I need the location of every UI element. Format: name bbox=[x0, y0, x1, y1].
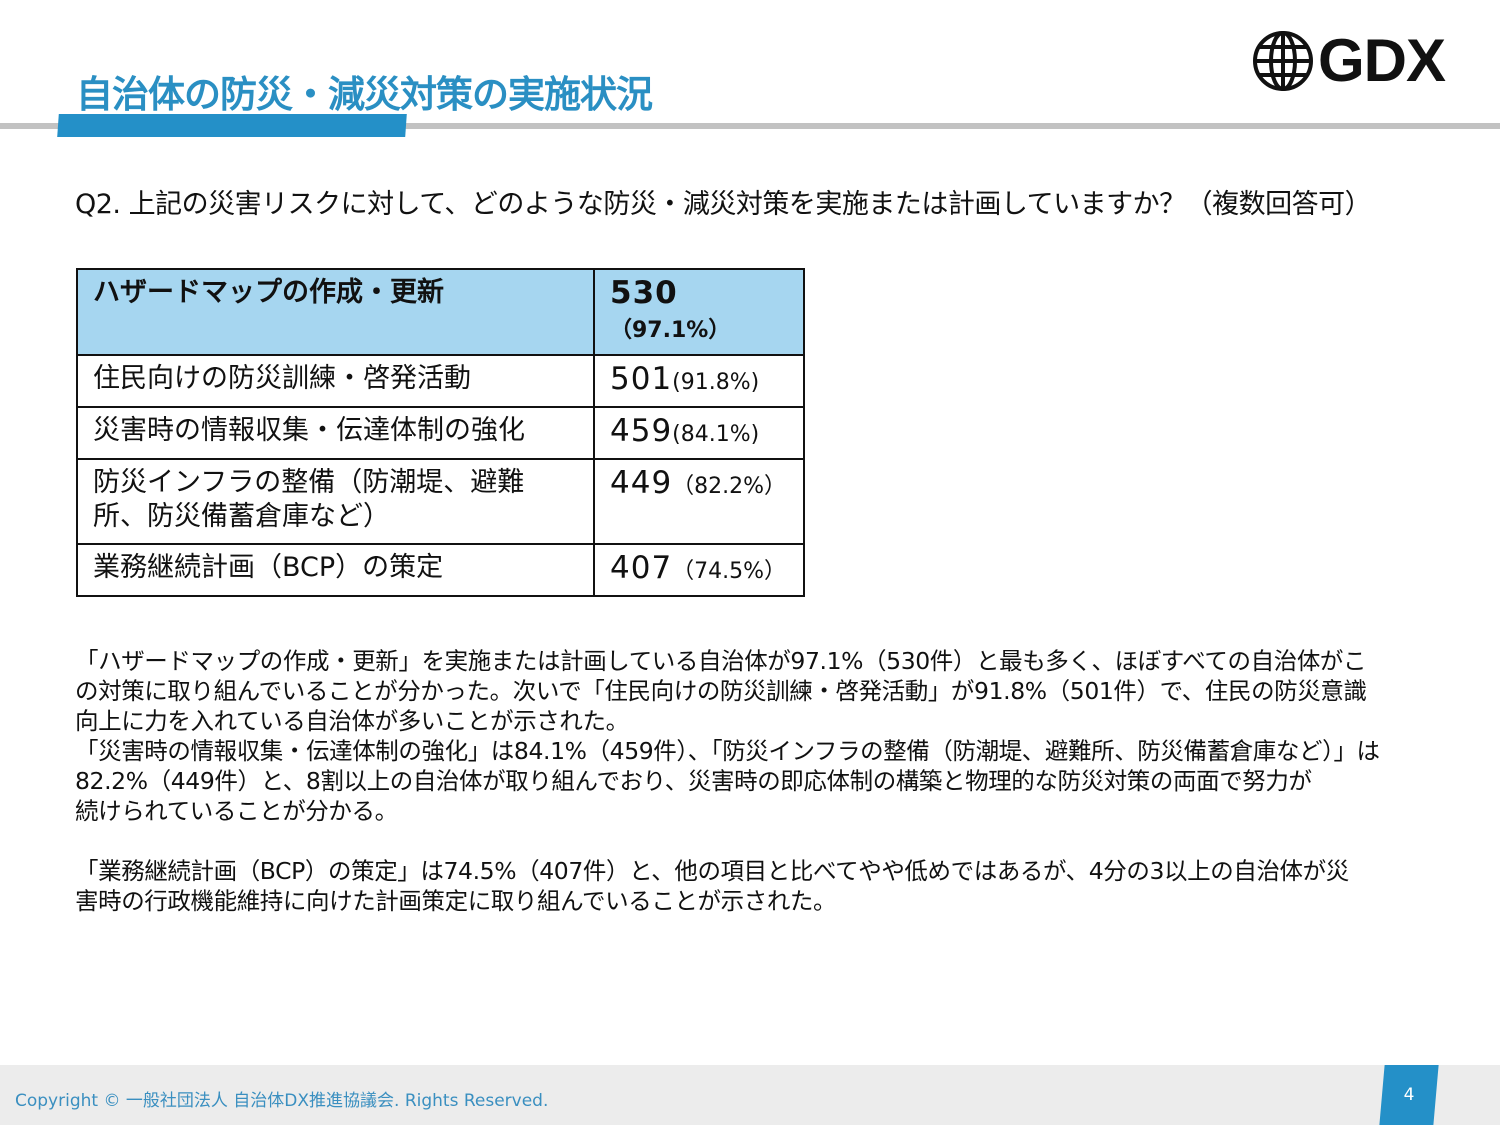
row-percent: （82.2%） bbox=[672, 474, 787, 499]
summary-line: 「ハザードマップの作成・更新」を実施または計画している自治体が97.1%（530… bbox=[75, 647, 1367, 675]
row-value: 530 （97.1%） bbox=[593, 268, 805, 356]
row-count: 501 bbox=[610, 361, 673, 397]
row-label: 災害時の情報収集・伝達体制の強化 bbox=[76, 406, 595, 460]
row-value: 449（82.2%） bbox=[593, 458, 805, 545]
summary-line: 82.2%（449件）と、8割以上の自治体が取り組んでおり、災害時の即応体制の構… bbox=[75, 767, 1312, 795]
summary-line: の対策に取り組んでいることが分かった。次いで「住民向けの防災訓練・啓発活動」が9… bbox=[75, 677, 1367, 705]
row-percent: （74.5%） bbox=[672, 559, 787, 584]
row-percent: （97.1%） bbox=[610, 318, 731, 343]
question-text: Q2. 上記の災害リスクに対して、どのような防災・減災対策を実施または計画してい… bbox=[75, 189, 1372, 220]
logo-text: GDX bbox=[1318, 27, 1446, 94]
row-value: 459(84.1%) bbox=[593, 406, 805, 460]
table-row: ハザードマップの作成・更新 530 （97.1%） bbox=[76, 268, 805, 356]
row-count: 459 bbox=[610, 413, 673, 449]
gdx-logo: GDX bbox=[1252, 27, 1446, 94]
row-count: 449 bbox=[610, 465, 673, 501]
row-count: 407 bbox=[610, 550, 673, 586]
summary-line: 「業務継続計画（BCP）の策定」は74.5%（407件）と、他の項目と比べてやや… bbox=[75, 857, 1349, 885]
row-count: 530 bbox=[610, 275, 678, 311]
summary-line: 害時の行政機能維持に向けた計画策定に取り組んでいることが示された。 bbox=[75, 887, 837, 915]
table-row: 災害時の情報収集・伝達体制の強化 459(84.1%) bbox=[76, 406, 805, 460]
row-value: 407（74.5%） bbox=[593, 543, 805, 597]
results-table: ハザードマップの作成・更新 530 （97.1%） 住民向けの防災訓練・啓発活動 … bbox=[76, 268, 805, 597]
table-row: 業務継続計画（BCP）の策定 407（74.5%） bbox=[76, 543, 805, 597]
row-label: 業務継続計画（BCP）の策定 bbox=[76, 543, 595, 597]
copyright-text: Copyright © 一般社団法人 自治体DX推進協議会. Rights Re… bbox=[15, 1091, 549, 1111]
page-number: 4 bbox=[1403, 1085, 1415, 1105]
globe-icon bbox=[1253, 31, 1313, 91]
table-row: 防災インフラの整備（防潮堤、避難所、防災備蓄倉庫など） 449（82.2%） bbox=[76, 458, 805, 545]
row-percent: (91.8%) bbox=[672, 370, 760, 395]
row-label: 防災インフラの整備（防潮堤、避難所、防災備蓄倉庫など） bbox=[76, 458, 595, 545]
summary-text: 「ハザードマップの作成・更新」を実施または計画している自治体が97.1%（530… bbox=[75, 646, 1380, 916]
page-title: 自治体の防災・減災対策の実施状況 bbox=[76, 73, 653, 116]
header-divider bbox=[0, 123, 1500, 129]
summary-line: 続けられていることが分かる。 bbox=[75, 797, 398, 825]
summary-line bbox=[75, 826, 1380, 856]
row-value: 501(91.8%) bbox=[593, 354, 805, 408]
table-row: 住民向けの防災訓練・啓発活動 501(91.8%) bbox=[76, 354, 805, 408]
footer: Copyright © 一般社団法人 自治体DX推進協議会. Rights Re… bbox=[0, 1065, 1500, 1125]
row-label: ハザードマップの作成・更新 bbox=[76, 268, 595, 356]
summary-line: 向上に力を入れている自治体が多いことが示された。 bbox=[75, 707, 629, 735]
summary-line: 「災害時の情報収集・伝達体制の強化」は84.1%（459件）、「防災インフラの整… bbox=[75, 737, 1380, 765]
row-percent: (84.1%) bbox=[672, 422, 760, 447]
title-accent-bar bbox=[57, 114, 407, 137]
row-label: 住民向けの防災訓練・啓発活動 bbox=[76, 354, 595, 408]
